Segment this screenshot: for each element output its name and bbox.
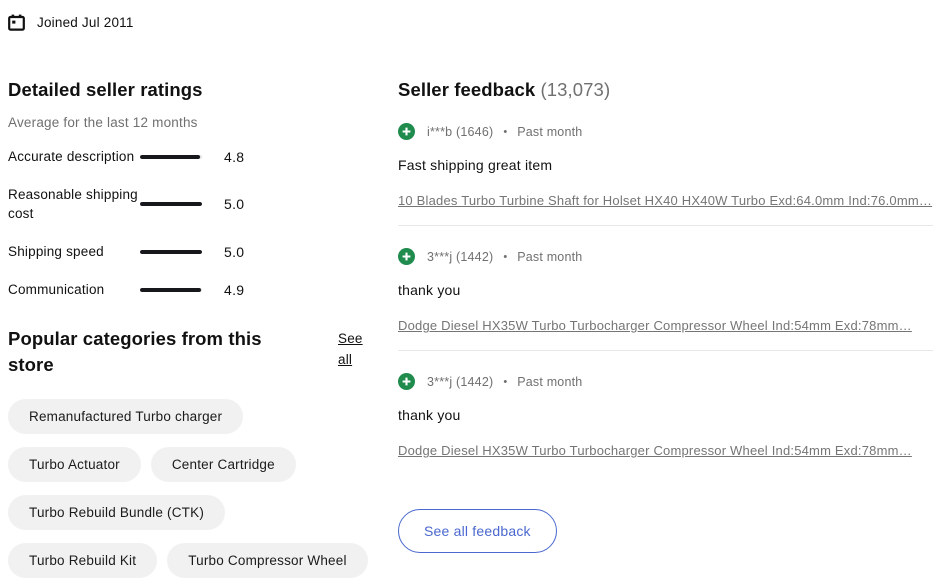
rating-bar xyxy=(140,154,202,159)
category-pill[interactable]: Center Cartridge xyxy=(150,447,296,482)
popular-categories-title: Popular categories from this store xyxy=(8,328,262,375)
rating-label: Accurate description xyxy=(8,149,135,164)
feedback-item-link[interactable]: Dodge Diesel HX35W Turbo Turbocharger Co… xyxy=(398,318,912,333)
feedback-item: 3***j (1442) • Past month thank you Dodg… xyxy=(398,351,933,475)
rating-bar xyxy=(140,202,202,206)
feedback-period: Past month xyxy=(517,374,583,389)
popular-categories-section: Popular categories from this store See a… xyxy=(8,326,372,578)
rating-row: Accurate description 4.8 xyxy=(8,147,372,166)
rating-label: Communication xyxy=(8,282,105,297)
positive-feedback-icon xyxy=(398,248,415,265)
bullet-separator: • xyxy=(503,375,508,388)
rating-bar xyxy=(140,287,202,292)
feedback-list: i***b (1646) • Past month Fast shipping … xyxy=(398,123,933,475)
joined-date-label: Joined Jul 2011 xyxy=(37,15,134,30)
member-since-row: Joined Jul 2011 xyxy=(8,14,933,31)
category-pill[interactable]: Turbo Compressor Wheel xyxy=(167,543,368,578)
rating-bar xyxy=(140,249,202,254)
feedback-period: Past month xyxy=(517,124,583,139)
rating-label: Shipping speed xyxy=(8,244,104,259)
feedback-username: 3***j (1442) xyxy=(427,249,494,264)
feedback-item-link[interactable]: 10 Blades Turbo Turbine Shaft for Holset… xyxy=(398,193,933,208)
feedback-username: i***b (1646) xyxy=(427,124,494,139)
detailed-seller-ratings-section: Detailed seller ratings Average for the … xyxy=(8,77,372,299)
rating-value: 5.0 xyxy=(224,243,245,260)
rating-value: 5.0 xyxy=(224,196,245,212)
rating-row: Communication 4.9 xyxy=(8,280,372,299)
feedback-header: i***b (1646) • Past month xyxy=(398,123,933,140)
two-column-layout: Detailed seller ratings Average for the … xyxy=(8,77,933,578)
feedback-item-link[interactable]: Dodge Diesel HX35W Turbo Turbocharger Co… xyxy=(398,443,912,458)
ratings-rows: Accurate description 4.8 Reasonable ship… xyxy=(8,147,372,299)
bullet-separator: • xyxy=(503,125,508,138)
rating-row: Shipping speed 5.0 xyxy=(8,242,372,261)
feedback-period: Past month xyxy=(517,249,583,264)
calendar-icon xyxy=(8,14,25,31)
feedback-item: i***b (1646) • Past month Fast shipping … xyxy=(398,123,933,226)
feedback-comment: Fast shipping great item xyxy=(398,157,553,173)
category-pill[interactable]: Turbo Rebuild Bundle (CTK) xyxy=(8,495,226,530)
rating-row: Reasonable shipping cost 5.0 xyxy=(8,185,372,223)
feedback-count: (13,073) xyxy=(540,79,611,100)
feedback-header: 3***j (1442) • Past month xyxy=(398,248,933,265)
feedback-comment: thank you xyxy=(398,282,461,298)
category-pill[interactable]: Turbo Actuator xyxy=(8,447,141,482)
left-column: Detailed seller ratings Average for the … xyxy=(8,77,372,578)
feedback-header: 3***j (1442) • Past month xyxy=(398,373,933,390)
ratings-subtitle: Average for the last 12 months xyxy=(8,115,198,130)
category-pill[interactable]: Turbo Rebuild Kit xyxy=(8,543,158,578)
see-all-categories-link[interactable]: See all xyxy=(338,331,363,367)
rating-label: Reasonable shipping cost xyxy=(8,187,138,221)
feedback-item: 3***j (1442) • Past month thank you Dodg… xyxy=(398,226,933,351)
seller-feedback-title: Seller feedback (13,073) xyxy=(398,77,933,103)
feedback-username: 3***j (1442) xyxy=(427,374,494,389)
rating-value: 4.9 xyxy=(224,281,245,298)
rating-value: 4.8 xyxy=(224,148,245,165)
feedback-comment: thank you xyxy=(398,407,461,423)
seller-feedback-section: Seller feedback (13,073) i***b (1646) • … xyxy=(398,77,933,578)
category-pill[interactable]: Remanufactured Turbo charger xyxy=(8,399,244,434)
see-all-feedback-button[interactable]: See all feedback xyxy=(398,509,557,553)
seller-feedback-title-text: Seller feedback xyxy=(398,79,536,100)
positive-feedback-icon xyxy=(398,373,415,390)
positive-feedback-icon xyxy=(398,123,415,140)
category-pills: Remanufactured Turbo charger Turbo Actua… xyxy=(8,399,380,578)
bullet-separator: • xyxy=(503,250,508,263)
detailed-seller-ratings-title: Detailed seller ratings xyxy=(8,79,203,100)
